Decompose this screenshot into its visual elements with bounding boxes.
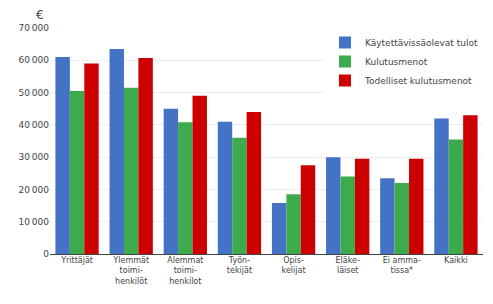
svg-text:50 000: 50 000 [19,88,50,98]
svg-text:Todelliset kulutusmenot: Todelliset kulutusmenot [364,76,472,86]
svg-text:70 000: 70 000 [19,23,50,33]
svg-text:Työn-tekijät: Työn-tekijät [227,256,252,275]
svg-text:Kulutusmenot: Kulutusmenot [365,57,428,67]
svg-text:Ylemmättoimi-henkilöt: Ylemmättoimi-henkilöt [112,256,149,286]
svg-text:30 000: 30 000 [19,152,50,162]
svg-text:€: € [36,8,44,22]
svg-text:Ei amma-tissa*: Ei amma-tissa* [383,256,421,275]
svg-text:0: 0 [43,249,49,259]
svg-text:Käytettävissäolevat tulot: Käytettävissäolevat tulot [365,38,478,48]
svg-text:60 000: 60 000 [19,55,50,65]
svg-text:Kaikki: Kaikki [444,256,468,265]
svg-text:Opis-kelijat: Opis-kelijat [282,256,306,275]
svg-text:Eläke-läiset: Eläke-läiset [336,256,360,275]
svg-text:10 000: 10 000 [19,217,50,227]
svg-text:40 000: 40 000 [19,120,50,130]
svg-text:Alemmattoimi-henkilot: Alemmattoimi-henkilot [167,256,203,286]
svg-text:20 000: 20 000 [19,185,50,195]
svg-text:Yrittäjät: Yrittäjät [60,256,93,265]
